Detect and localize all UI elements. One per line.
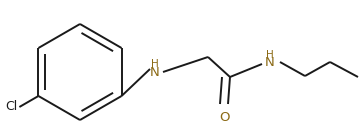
Text: O: O [219, 111, 229, 124]
Text: Cl: Cl [5, 100, 17, 114]
Text: H: H [151, 59, 159, 69]
Text: H: H [266, 50, 274, 60]
Text: N: N [150, 65, 160, 79]
Text: N: N [265, 55, 275, 69]
